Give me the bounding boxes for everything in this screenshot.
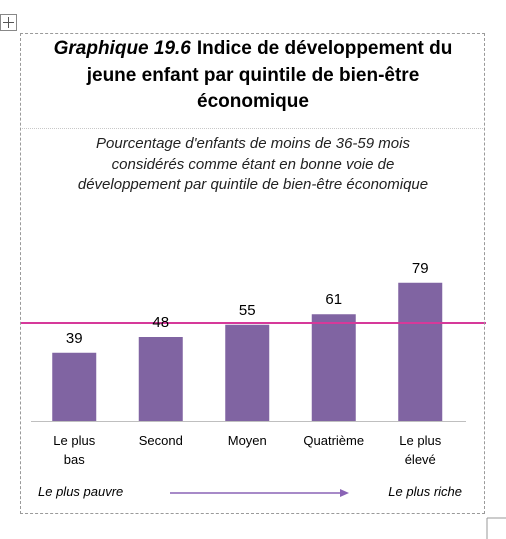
bar [52, 352, 97, 421]
title-label: Graphique 19.6 [53, 38, 191, 59]
value-label: 39 [65, 329, 83, 347]
corner-mark [486, 517, 506, 539]
x-tick-label: Moyen [227, 433, 267, 448]
title-text: Indice de développement du jeune enfant … [86, 38, 453, 112]
subtitle: Pourcentage d'enfants de moins de 36-59 … [77, 135, 429, 193]
value-label: 61 [325, 291, 343, 309]
arrow-left-label: Le plus pauvre [38, 484, 124, 499]
separator [22, 128, 483, 129]
bar [225, 324, 270, 421]
value-label: 48 [152, 314, 170, 331]
value-label: 79 [411, 259, 429, 277]
x-tick-label: Le plus élevé [399, 433, 442, 467]
x-tick-label: Second [138, 433, 183, 448]
x-tick-label: Le plus bas [53, 433, 96, 467]
arrow-right-label: Le plus riche [388, 484, 462, 499]
move-icon [3, 17, 14, 28]
x-tick-label: Quatrième [303, 433, 365, 448]
bar [138, 337, 183, 421]
arrow-head [340, 489, 349, 497]
chart-title: Graphique 19.6 Indice de développement du… [40, 36, 466, 116]
bar [398, 282, 443, 421]
frame [20, 33, 485, 514]
value-label: 55 [238, 301, 256, 319]
bar [311, 314, 356, 421]
